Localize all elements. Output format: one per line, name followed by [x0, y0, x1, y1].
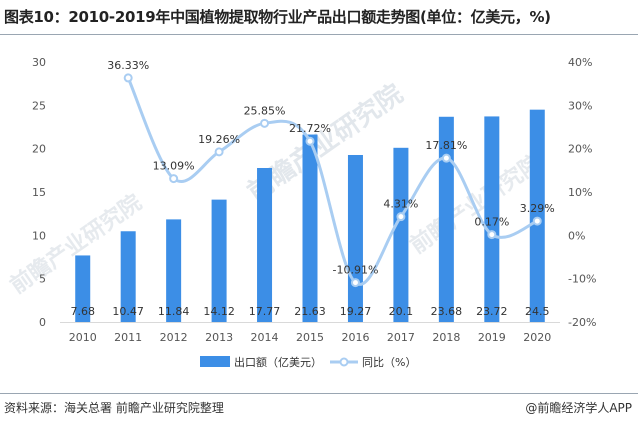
yoy-point [350, 278, 360, 288]
y-left-tick-label: 10 [32, 229, 46, 242]
bar [347, 154, 363, 322]
legend-bar-swatch [200, 356, 230, 367]
yoy-point [396, 212, 406, 222]
legend-bar-label: 出口额（亿美元） [234, 355, 322, 369]
y-left-tick-label: 30 [32, 56, 46, 69]
bar [438, 116, 454, 322]
x-tick-label: 2013 [205, 331, 233, 344]
bar-value-label: 10.47 [112, 305, 144, 318]
bar-value-label: 19.27 [340, 305, 372, 318]
yoy-point [169, 174, 179, 184]
x-tick-label: 2019 [478, 331, 506, 344]
legend-line-label: 同比（%） [362, 356, 416, 369]
yoy-line [126, 76, 539, 286]
bar-value-label: 14.12 [203, 305, 235, 318]
yoy-point [487, 230, 497, 240]
y-right-tick-label: -10% [568, 273, 596, 286]
yoy-point [260, 118, 270, 128]
y-left-tick-label: 15 [32, 186, 46, 199]
x-tick-label: 2010 [69, 331, 97, 344]
bar [75, 255, 91, 322]
x-tick-label: 2020 [523, 331, 551, 344]
bar-value-label: 11.84 [158, 305, 190, 318]
bar [484, 116, 500, 322]
yoy-value-label: 36.33% [107, 59, 149, 72]
brand-credit: @前瞻经济学人APP [525, 401, 632, 415]
y-right-tick-label: 30% [568, 99, 592, 112]
y-right-tick-label: 10% [568, 186, 592, 199]
yoy-value-label: 17.81% [425, 139, 467, 152]
x-tick-label: 2011 [114, 331, 142, 344]
yoy-value-label: 4.31% [383, 198, 418, 211]
bar-value-label: 7.68 [70, 305, 95, 318]
footer-divider [0, 393, 638, 394]
bar [302, 134, 318, 322]
bar-value-label: 20.1 [389, 305, 414, 318]
y-left-tick-label: 20 [32, 143, 46, 156]
x-tick-label: 2014 [251, 331, 279, 344]
yoy-point [305, 136, 315, 146]
y-right-tick-label: 40% [568, 56, 592, 69]
bar [257, 167, 273, 322]
bar-value-label: 24.5 [525, 305, 550, 318]
title-divider [0, 34, 638, 35]
x-tick-label: 2015 [296, 331, 324, 344]
source-note: 资料来源：海关总署 前瞻产业研究院整理 [4, 401, 224, 415]
yoy-value-label: 25.85% [244, 104, 286, 117]
bar-value-label: 23.68 [431, 305, 463, 318]
yoy-value-label: 19.26% [198, 133, 240, 146]
bar [166, 219, 182, 322]
y-left-tick-label: 5 [39, 273, 46, 286]
yoy-point [441, 153, 451, 163]
y-right-tick-label: -20% [568, 316, 596, 329]
x-tick-label: 2017 [387, 331, 415, 344]
x-tick-label: 2016 [341, 331, 369, 344]
x-tick-label: 2012 [160, 331, 188, 344]
y-right-tick-label: 20% [568, 143, 592, 156]
bar-value-label: 17.77 [249, 305, 281, 318]
yoy-value-label: 13.09% [153, 160, 195, 173]
yoy-point [214, 147, 224, 157]
yoy-value-label: 21.72% [289, 122, 331, 135]
bar-value-label: 21.63 [294, 305, 326, 318]
yoy-point [532, 216, 542, 226]
yoy-point [123, 73, 133, 83]
y-left-tick-label: 25 [32, 99, 46, 112]
bar-value-label: 23.72 [476, 305, 508, 318]
x-tick-label: 2018 [432, 331, 460, 344]
yoy-value-label: 3.29% [520, 202, 555, 215]
bar [393, 147, 409, 322]
yoy-value-label: -10.91% [332, 264, 378, 277]
bar [529, 109, 545, 323]
y-left-tick-label: 0 [39, 316, 46, 329]
chart-title: 图表10：2010-2019年中国植物提取物行业产品出口额走势图(单位：亿美元，… [4, 8, 551, 26]
y-right-tick-label: 0% [568, 229, 585, 242]
bar [120, 231, 136, 322]
yoy-value-label: 0.17% [474, 216, 509, 229]
legend-line-marker [339, 357, 349, 367]
bar [211, 199, 227, 322]
